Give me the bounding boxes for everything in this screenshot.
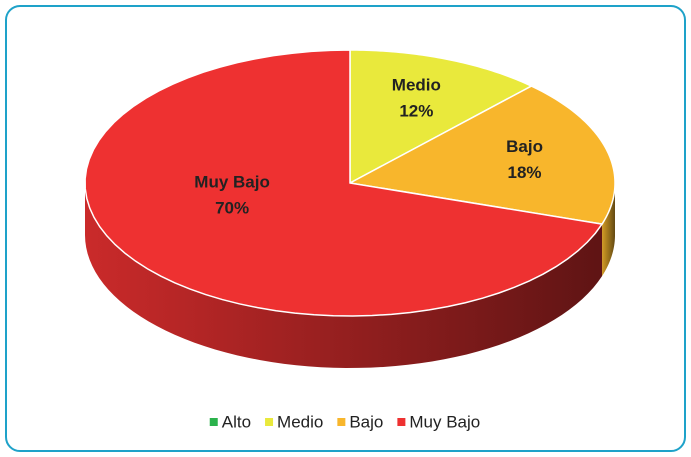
slice-label-value: 18% bbox=[508, 163, 542, 182]
legend-swatch bbox=[397, 418, 406, 426]
slice-side bbox=[602, 183, 615, 277]
legend-label: Muy Bajo bbox=[409, 412, 480, 431]
legend-swatch bbox=[337, 418, 346, 426]
slice-label-name: Muy Bajo bbox=[194, 172, 270, 191]
slice bbox=[347, 85, 616, 225]
slice bbox=[84, 49, 604, 317]
slice-label-value: 70% bbox=[215, 198, 249, 217]
legend-label: Medio bbox=[277, 412, 323, 431]
legend-swatch bbox=[265, 418, 274, 426]
slice-label-name: Bajo bbox=[506, 137, 543, 156]
slice-label-name: Medio bbox=[392, 75, 441, 94]
slice-label-value: 12% bbox=[399, 101, 433, 120]
slice-side bbox=[85, 183, 603, 368]
legend-label: Bajo bbox=[349, 412, 383, 431]
slice bbox=[349, 49, 534, 185]
legend-label: Alto bbox=[222, 412, 251, 431]
legend-swatch bbox=[209, 418, 218, 426]
